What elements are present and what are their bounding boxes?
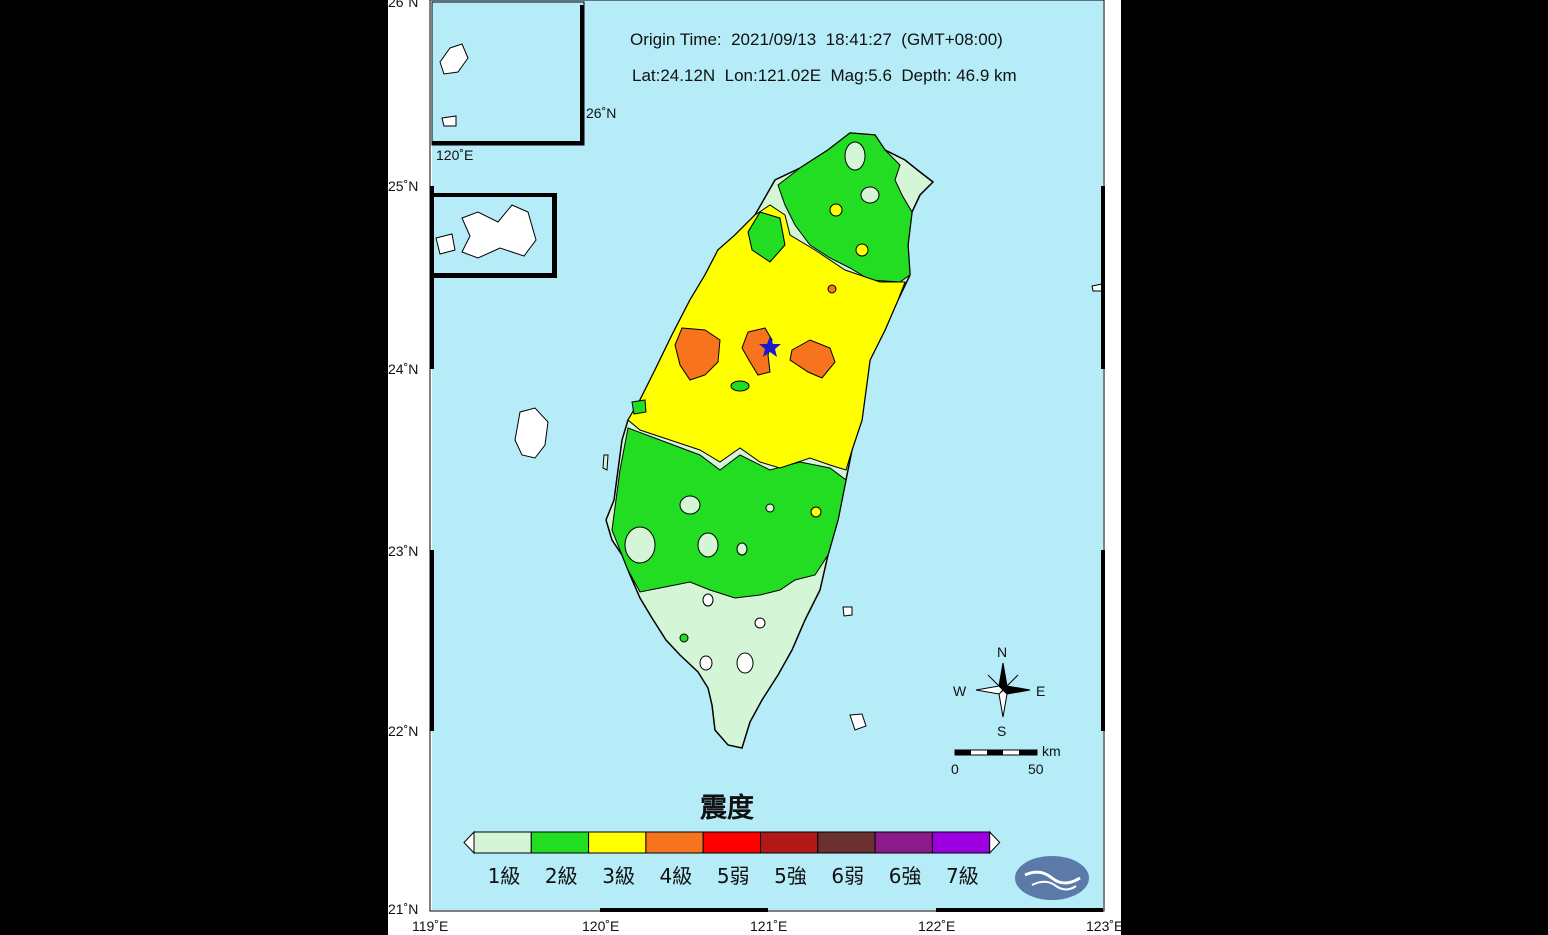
compass-e: E — [1036, 683, 1046, 699]
legend-swatch — [817, 831, 876, 854]
compass-w: W — [953, 683, 967, 699]
legend-level-label: 6弱 — [831, 864, 865, 888]
compass-s: S — [997, 723, 1007, 739]
legend-level-label: 6強 — [888, 864, 922, 888]
intensity-zone-4 — [741, 327, 773, 376]
frame-bar — [936, 908, 1103, 912]
legend-swatch — [473, 831, 532, 854]
mag-value: Mag:5.6 — [830, 66, 892, 85]
scale-bar — [954, 749, 1038, 756]
origin-label: Origin Time: — [630, 30, 722, 49]
legend-arrow-left — [463, 830, 475, 855]
lat-tick-label: 21˚N — [388, 901, 419, 917]
cwb-logo — [1024, 870, 1081, 885]
compass-rose-icon — [975, 662, 1031, 718]
intensity-zone-1 — [736, 542, 748, 556]
inset-lat-label: 26˚N — [586, 105, 617, 121]
frame-bar — [1101, 550, 1105, 731]
legend-title: 震度 — [700, 793, 754, 824]
intensity-zone-1 — [699, 655, 713, 671]
scale-end: 50 — [1028, 761, 1044, 777]
epicenter-info-line: Lat:24.12N Lon:121.02E Mag:5.6 Depth: 46… — [632, 66, 1017, 86]
cwb-logo — [1031, 880, 1077, 891]
lat-tick-label: 26˚N — [388, 0, 419, 10]
legend-level-label: 1級 — [487, 864, 521, 888]
intensity-zone-1 — [754, 617, 766, 629]
intensity-zone-1 — [624, 526, 656, 564]
lat-tick-label: 25˚N — [388, 178, 419, 194]
intensity-zone-1 — [679, 495, 701, 515]
kinmen-island — [461, 204, 537, 259]
legend-level-label: 5弱 — [716, 864, 750, 888]
kinmen-island — [435, 233, 456, 255]
lat-tick-label: 22˚N — [388, 723, 419, 739]
intensity-zone-2 — [730, 380, 750, 392]
legend-level-label: 3級 — [602, 864, 635, 888]
epicenter-star-icon — [759, 336, 781, 357]
scale-unit: km — [1042, 743, 1061, 759]
intensity-zone-1 — [702, 593, 714, 607]
intensity-zone-2 — [679, 633, 689, 643]
lat-value: Lat:24.12N — [632, 66, 716, 85]
offshore-island — [602, 454, 609, 471]
green-island — [842, 606, 853, 617]
legend-arrow-right — [989, 830, 1001, 855]
intensity-zone-4 — [827, 284, 837, 294]
lon-tick-label: 121˚E — [750, 918, 788, 934]
compass-n: N — [997, 644, 1008, 660]
lat-tick-label: 23˚N — [388, 543, 419, 559]
legend-level-label: 2級 — [544, 864, 578, 888]
lon-tick-label: 119˚E — [412, 918, 449, 934]
orchid-island — [849, 713, 867, 731]
inset-lon-label: 120˚E — [436, 147, 474, 163]
origin-time-line: Origin Time: 2021/09/13 18:41:27 (GMT+08… — [630, 30, 1003, 50]
legend-swatch — [530, 831, 590, 854]
legend-swatch — [588, 831, 647, 854]
frame-bar — [430, 550, 434, 731]
lat-tick-label: 24˚N — [388, 361, 419, 377]
intensity-zone-3 — [829, 203, 843, 217]
origin-date: 2021/09/13 — [731, 30, 817, 49]
matsu-islands — [441, 115, 457, 127]
frame-bar — [1101, 186, 1105, 369]
intensity-zone-3 — [855, 243, 869, 257]
scale-start: 0 — [951, 761, 959, 777]
inset-frame — [432, 193, 557, 197]
legend-swatch — [760, 831, 819, 854]
intensity-zone-1 — [860, 186, 880, 204]
intensity-zone-1 — [736, 652, 754, 674]
depth-value: Depth: 46.9 km — [901, 66, 1017, 85]
frame-bar — [430, 186, 434, 369]
lon-tick-label: 123˚E — [1086, 918, 1124, 934]
lon-tick-label: 120˚E — [582, 918, 620, 934]
intensity-zone-2 — [631, 399, 647, 415]
legend-swatch — [702, 831, 762, 854]
lon-tick-label: 122˚E — [918, 918, 956, 934]
intensity-zone-1 — [765, 503, 775, 513]
intensity-zone-2 — [777, 132, 913, 283]
intensity-zone-1 — [844, 141, 866, 171]
intensity-zone-2 — [611, 427, 847, 599]
penghu-islands — [514, 407, 549, 459]
timezone: (GMT+08:00) — [901, 30, 1003, 49]
origin-time: 18:41:27 — [825, 30, 892, 49]
matsu-islands — [439, 43, 469, 75]
intensity-zone-3 — [810, 506, 822, 518]
intensity-zone-4 — [674, 327, 721, 381]
legend-level-label: 4級 — [659, 864, 693, 888]
frame-bar — [600, 908, 768, 912]
intensity-zone-1 — [697, 532, 719, 558]
legend-swatch — [645, 831, 704, 854]
lon-value: Lon:121.02E — [724, 66, 822, 85]
legend-swatch — [874, 831, 933, 854]
legend-level-label: 5強 — [774, 864, 807, 888]
intensity-zone-4 — [789, 339, 836, 379]
legend-swatch — [931, 831, 991, 854]
legend-level-label: 7級 — [946, 864, 979, 888]
legend-color-bar — [463, 830, 1001, 855]
